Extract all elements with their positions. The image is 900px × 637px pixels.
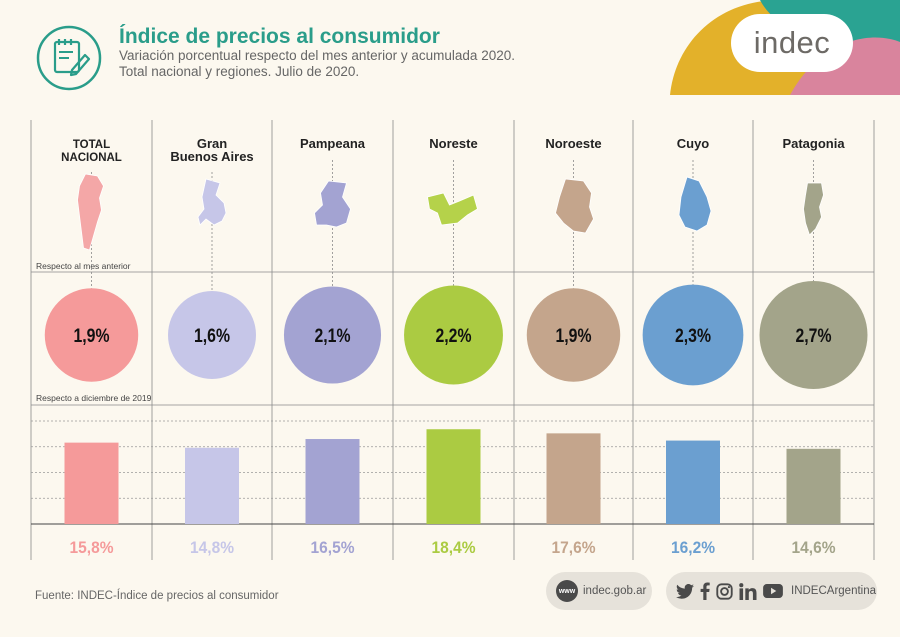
monthly-value-label: 2,3% bbox=[675, 326, 711, 347]
accumulated-value-label: 18,4% bbox=[432, 538, 476, 557]
region-map bbox=[803, 182, 824, 236]
accumulated-bar bbox=[786, 448, 841, 524]
accumulated-value-label: 16,5% bbox=[311, 538, 355, 557]
region-map bbox=[555, 178, 594, 234]
accumulated-value-label: 17,6% bbox=[552, 538, 596, 557]
accumulated-bar bbox=[185, 447, 239, 524]
region-map bbox=[678, 176, 712, 232]
logo-text: indec bbox=[753, 25, 831, 60]
region-map-shape bbox=[314, 180, 351, 228]
region-column: Pampeana 2,1% 16,5% bbox=[283, 136, 382, 557]
monthly-circle bbox=[168, 291, 256, 379]
region-map-shape bbox=[678, 176, 712, 232]
monthly-circle bbox=[759, 281, 868, 389]
region-column: Patagonia 2,7% 14,6% bbox=[759, 136, 868, 557]
accumulated-value-label: 14,8% bbox=[190, 538, 234, 557]
instagram-icon[interactable] bbox=[716, 580, 733, 602]
monthly-value-label: 2,2% bbox=[436, 326, 472, 347]
region-name: Cuyo bbox=[677, 136, 710, 151]
region-name: Pampeana bbox=[300, 136, 366, 151]
website-text: indec.gob.ar bbox=[583, 585, 647, 597]
indec-logo: indec bbox=[731, 14, 853, 72]
source-note: Fuente: INDEC-Índice de precios al consu… bbox=[35, 590, 279, 602]
region-map bbox=[314, 180, 351, 228]
region-name: Gran bbox=[197, 136, 227, 151]
social-handle: INDECArgentina bbox=[791, 585, 877, 597]
accumulated-value-label: 15,8% bbox=[70, 538, 114, 557]
page-subtitle: Variación porcentual respecto del mes an… bbox=[119, 48, 515, 80]
monthly-value-label: 1,9% bbox=[74, 326, 110, 347]
section-label-accumulated: Respecto a diciembre de 2019 bbox=[36, 393, 152, 403]
region-map-shape bbox=[427, 192, 478, 226]
monthly-value-label: 1,6% bbox=[194, 326, 230, 347]
region-map-shape bbox=[803, 182, 824, 236]
accumulated-bar bbox=[666, 440, 720, 524]
monthly-circle bbox=[404, 285, 503, 385]
monthly-circle bbox=[526, 288, 621, 382]
region-column: Cuyo 2,3% 16,2% bbox=[642, 136, 744, 557]
region-name: Patagonia bbox=[782, 136, 845, 151]
monthly-circle bbox=[44, 288, 139, 382]
page-title: Índice de precios al consumidor bbox=[119, 25, 440, 48]
notepad-pencil-icon bbox=[36, 25, 102, 91]
website-link[interactable]: www indec.gob.ar bbox=[546, 572, 652, 610]
accumulated-bar bbox=[546, 433, 601, 524]
accumulated-bar bbox=[305, 439, 360, 524]
region-name: TOTAL bbox=[73, 139, 110, 151]
accumulated-bar bbox=[426, 429, 481, 524]
monthly-value-label: 1,9% bbox=[556, 326, 592, 347]
www-icon: www bbox=[556, 580, 578, 602]
region-map bbox=[427, 192, 478, 226]
youtube-icon[interactable] bbox=[763, 580, 783, 602]
monthly-circle bbox=[642, 284, 744, 386]
region-map bbox=[77, 173, 104, 251]
social-links: INDECArgentina bbox=[666, 572, 877, 610]
subtitle-line-2: Total nacional y regiones. Julio de 2020… bbox=[119, 64, 360, 79]
monthly-circle bbox=[283, 286, 382, 384]
region-map bbox=[197, 178, 227, 226]
accumulated-bar bbox=[64, 442, 119, 524]
section-label-monthly: Respecto al mes anterior bbox=[36, 261, 131, 271]
region-map-shape bbox=[555, 178, 594, 234]
region-name: Buenos Aires bbox=[170, 149, 253, 164]
facebook-icon[interactable] bbox=[700, 580, 710, 602]
accumulated-value-label: 16,2% bbox=[671, 538, 715, 557]
linkedin-icon[interactable] bbox=[739, 580, 757, 602]
region-map-shape bbox=[197, 178, 227, 226]
region-column: Noreste 2,2% 18,4% bbox=[404, 136, 503, 557]
accumulated-value-label: 14,6% bbox=[792, 538, 836, 557]
region-name: Noreste bbox=[429, 136, 477, 151]
monthly-value-label: 2,1% bbox=[315, 326, 351, 347]
twitter-icon[interactable] bbox=[676, 580, 694, 602]
monthly-value-label: 2,7% bbox=[796, 326, 832, 347]
subtitle-line-1: Variación porcentual respecto del mes an… bbox=[119, 48, 515, 63]
region-map-shape bbox=[77, 173, 104, 251]
region-column: Noroeste 1,9% 17,6% bbox=[526, 136, 621, 557]
region-name: NACIONAL bbox=[61, 152, 122, 164]
region-name: Noroeste bbox=[545, 136, 601, 151]
